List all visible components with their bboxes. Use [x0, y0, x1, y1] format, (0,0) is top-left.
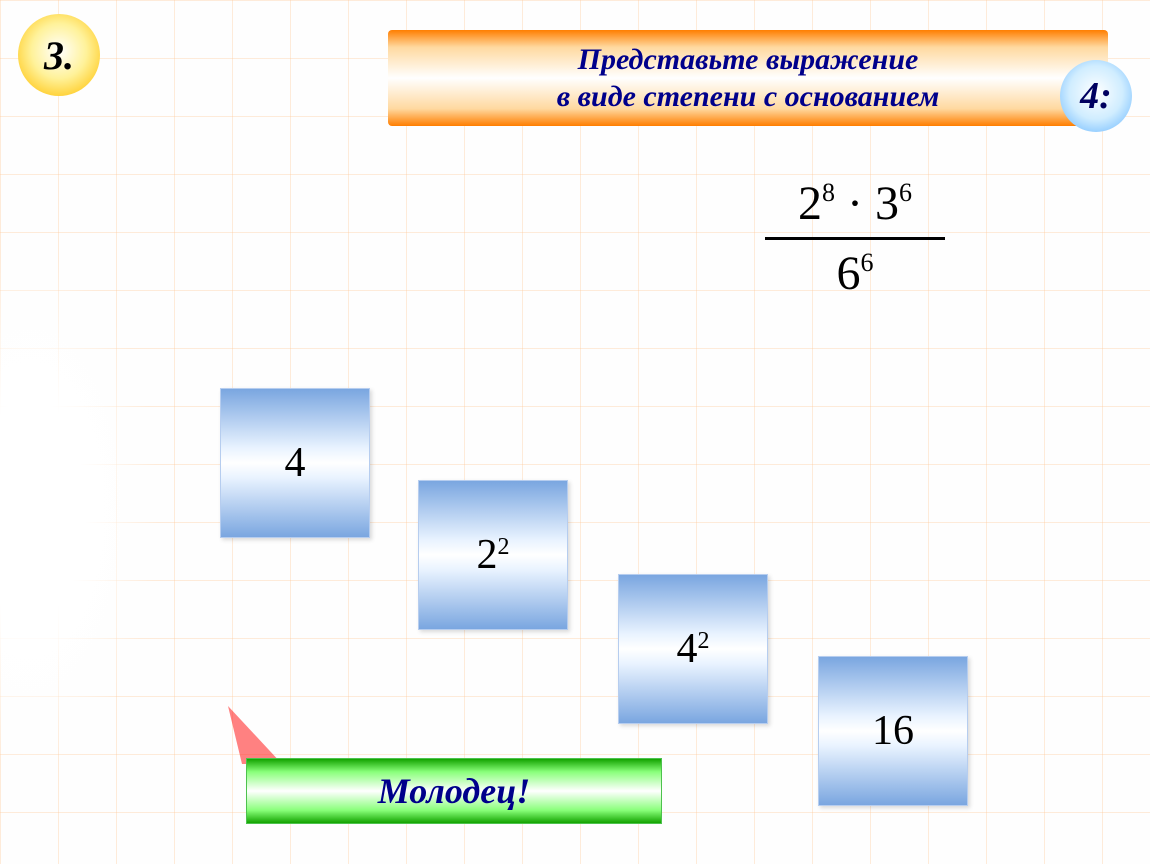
tile-d-base: 16 [872, 708, 914, 754]
feedback-text: Молодец! [378, 770, 530, 812]
feedback-banner: Молодец! [246, 758, 662, 824]
den-base: 6 [837, 247, 861, 300]
answer-tile-c[interactable]: 42 [618, 574, 768, 724]
answer-tile-a[interactable]: 4 [220, 388, 370, 538]
task-number-badge: 3. [18, 14, 100, 96]
tile-b-base: 2 [477, 532, 498, 578]
num-exp1: 8 [822, 178, 835, 207]
fraction-bar [765, 237, 945, 240]
task-header: Представьте выражение в виде степени с о… [388, 30, 1108, 126]
expression-fraction: 28 · 36 66 [740, 176, 970, 301]
fraction-numerator: 28 · 36 [740, 176, 970, 231]
tile-b-exp: 2 [498, 534, 510, 560]
base-badge: 4: [1060, 60, 1132, 132]
task-header-line1: Представьте выражение [578, 41, 919, 79]
tile-a-base: 4 [285, 440, 306, 486]
answer-tile-d[interactable]: 16 [818, 656, 968, 806]
fraction-denominator: 66 [740, 246, 970, 301]
num-exp2: 6 [899, 178, 912, 207]
base-badge-text: 4: [1080, 74, 1112, 118]
num-dot: · [847, 177, 863, 230]
answer-tile-b[interactable]: 22 [418, 480, 568, 630]
tile-c-exp: 2 [698, 628, 710, 654]
tile-c-base: 4 [677, 626, 698, 672]
graph-paper-background [0, 0, 1150, 864]
task-number-text: 3. [44, 32, 74, 79]
den-exp: 6 [861, 248, 874, 277]
num-base1: 2 [798, 177, 822, 230]
num-base2: 3 [875, 177, 899, 230]
task-header-line2: в виде степени с основанием [557, 78, 940, 116]
